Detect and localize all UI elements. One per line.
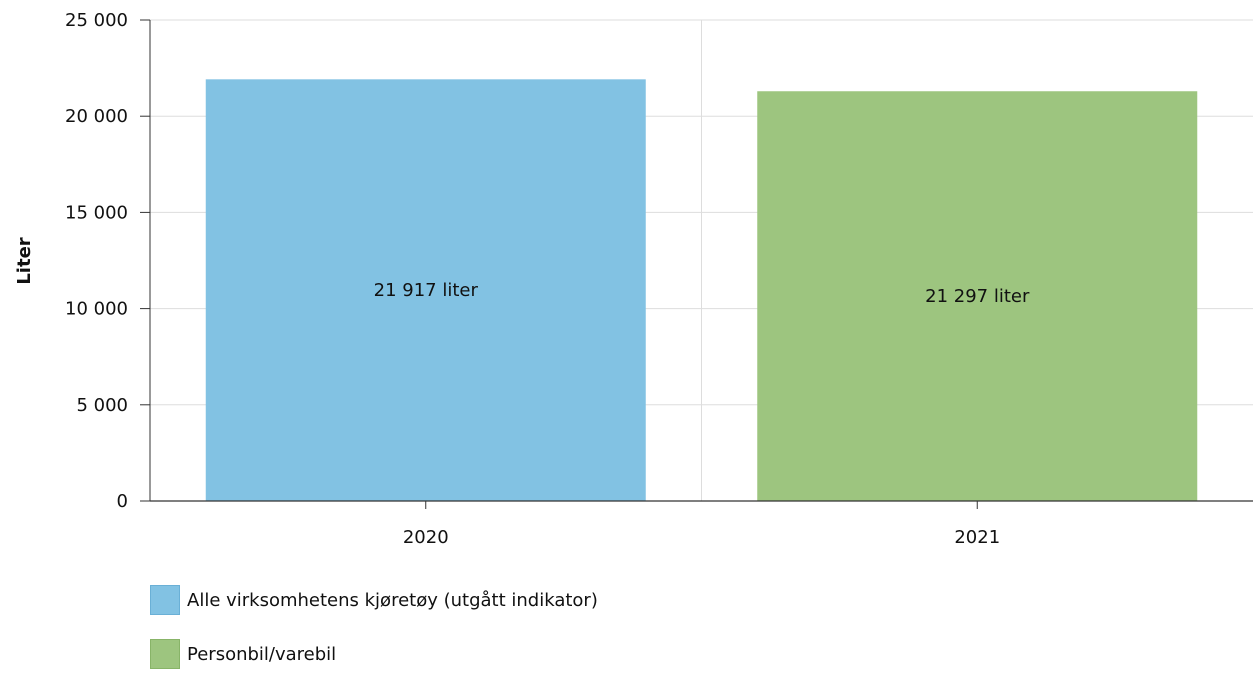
y-axis-title: Liter [14,237,35,284]
chart-container: 21 917 liter 21 297 liter 0 5 000 10 000 15 … [14,10,1253,669]
data-label: 21 297 liter [925,286,1030,307]
y-tick-label: 15 000 [65,202,128,223]
legend-label: Personbil/varebil [187,643,337,665]
x-tick-label: 2020 [403,527,449,548]
y-tick-label: 20 000 [65,106,128,127]
data-label: 21 917 liter [374,280,479,301]
y-tick-label: 10 000 [65,299,128,320]
x-tick-label: 2021 [954,527,1000,548]
y-tick-label: 5 000 [76,395,128,416]
bar-chart: 21 917 liter 21 297 liter 0 5 000 10 000 15 … [14,10,1253,548]
legend-swatch [150,585,180,615]
legend-item-personbil-varebil[interactable]: Personbil/varebil [150,638,598,670]
y-tick-label: 0 [117,491,128,512]
legend-swatch [150,639,180,669]
legend: Alle virksomhetens kjøretøy (utgått indi… [150,584,598,692]
y-tick-label: 25 000 [65,10,128,31]
bar-layer: 21 917 liter 21 297 liter [205,79,1198,501]
bar [757,91,1198,501]
bar [205,79,646,501]
legend-label: Alle virksomhetens kjøretøy (utgått indi… [187,589,598,611]
legend-item-alle-kjoretoy[interactable]: Alle virksomhetens kjøretøy (utgått indi… [150,584,598,616]
axis-layer: 0 5 000 10 000 15 000 20 000 25 000 2020 2021 [65,10,1253,548]
